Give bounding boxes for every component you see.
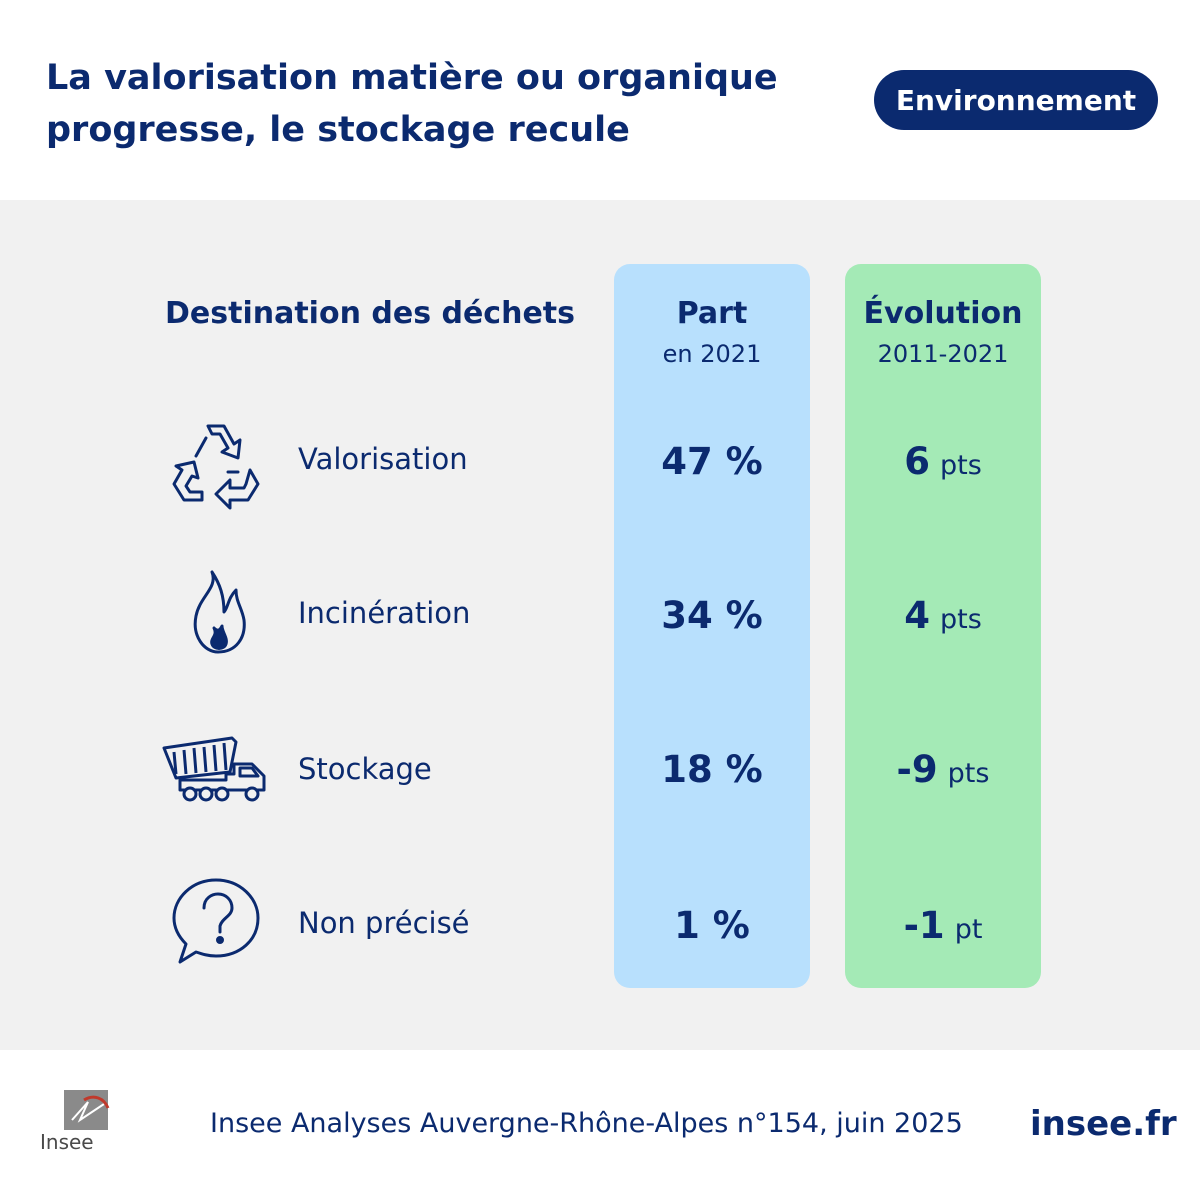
row-label-non-precise: Non précisé	[298, 906, 470, 940]
evolution-number: -1	[903, 904, 945, 947]
evolution-number: -9	[896, 748, 938, 791]
part-subheader: en 2021	[662, 340, 762, 368]
evolution-unit: pt	[954, 914, 983, 945]
page-title: La valorisation matière ou organique pro…	[46, 58, 778, 150]
dump-truck-icon	[160, 720, 272, 820]
evolution-unit: pts	[947, 758, 990, 789]
evolution-subheader: 2011-2021	[877, 340, 1009, 368]
part-header: Part	[676, 296, 748, 331]
part-value-non-precise: 1 %	[674, 904, 750, 947]
question-bubble-icon	[160, 874, 272, 974]
evolution-value-incineration: 4 pts	[845, 594, 1041, 637]
part-value-incineration: 34 %	[661, 594, 763, 637]
insee-logo[interactable]	[42, 1090, 112, 1160]
insee-logo-text: Insee	[40, 1130, 94, 1154]
part-column	[614, 264, 810, 988]
evolution-header: Évolution	[863, 296, 1023, 331]
row-label-incineration: Incinération	[298, 596, 471, 630]
evolution-value-valorisation: 6 pts	[845, 440, 1041, 483]
footer	[0, 1050, 1200, 1200]
recycle-icon	[160, 412, 272, 512]
part-value-valorisation: 47 %	[661, 440, 763, 483]
part-value-stockage: 18 %	[661, 748, 763, 791]
flame-icon	[160, 566, 272, 666]
evolution-number: 6	[904, 440, 930, 483]
row-label-stockage: Stockage	[298, 752, 432, 786]
evolution-value-non-precise: -1 pt	[845, 904, 1041, 947]
evolution-unit: pts	[939, 604, 982, 635]
category-badge: Environnement	[874, 70, 1158, 130]
evolution-value-stockage: -9 pts	[845, 748, 1041, 791]
site-link[interactable]: insee.fr	[1030, 1104, 1177, 1144]
row-label-valorisation: Valorisation	[298, 442, 468, 476]
source-citation: Insee Analyses Auvergne-Rhône-Alpes n°15…	[210, 1108, 963, 1139]
header: La valorisation matière ou organique pro…	[0, 0, 1200, 200]
evolution-unit: pts	[939, 450, 982, 481]
destination-header: Destination des déchets	[165, 296, 575, 331]
evolution-column	[845, 264, 1041, 988]
evolution-number: 4	[904, 594, 930, 637]
